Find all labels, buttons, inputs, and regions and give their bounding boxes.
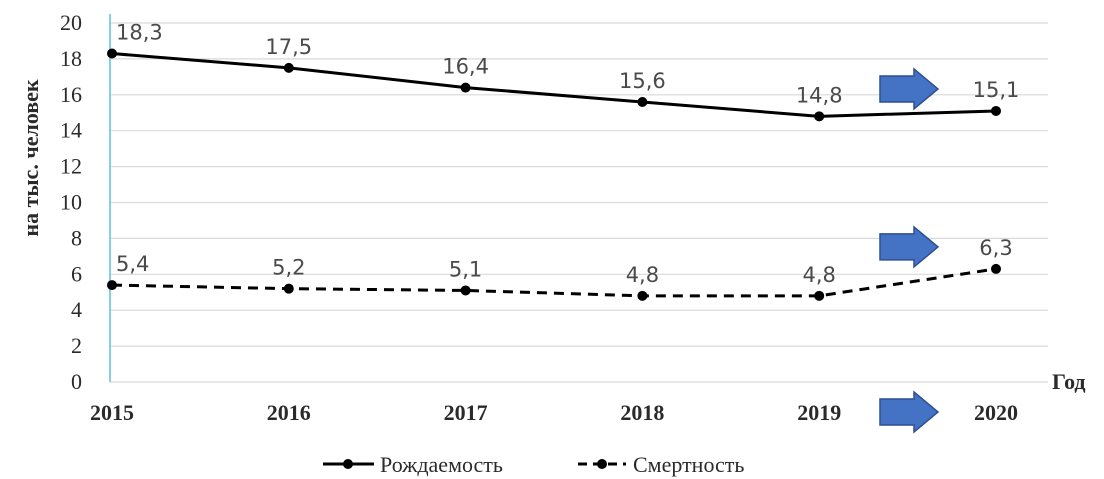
- data-point: [460, 285, 471, 296]
- y-tick-label: 20: [60, 10, 82, 35]
- data-point: [991, 263, 1001, 274]
- x-tick-label: 2020: [974, 400, 1018, 425]
- data-label: 4,8: [802, 263, 835, 287]
- data-label: 15,1: [973, 78, 1020, 102]
- data-point: [814, 111, 825, 122]
- y-tick-label: 2: [71, 333, 82, 358]
- annotation-arrow-icon: [879, 225, 940, 269]
- data-point: [637, 96, 648, 107]
- data-label: 18,3: [116, 21, 163, 45]
- data-point: [460, 82, 471, 93]
- x-tick-label: 2016: [267, 400, 311, 425]
- data-label: 5,4: [116, 252, 149, 276]
- legend-item-death-rate: Смертность: [578, 452, 744, 477]
- data-point: [283, 62, 294, 73]
- series-line-0: [111, 52, 997, 118]
- annotation-arrow-icon: [879, 390, 940, 434]
- series-lines: [107, 48, 1001, 301]
- data-point: [107, 48, 117, 59]
- y-tick-labels: 0 2 4 6 8 10 12 14 16 18 20: [60, 10, 82, 394]
- x-tick-label: 2019: [797, 400, 841, 425]
- data-point: [283, 283, 294, 294]
- data-labels: 18,3 17,5 16,4 15,6 14,8 15,1 5,4 5,2 5,1 4,8 4,8 6…: [116, 21, 1019, 287]
- x-tick-labels: 2015 2016 2017 2018 2019 2020: [90, 400, 1018, 425]
- data-point: [991, 105, 1001, 116]
- data-label: 16,4: [442, 55, 489, 79]
- y-tick-label: 8: [71, 225, 82, 250]
- gridlines: [110, 22, 1048, 383]
- x-tick-label: 2015: [90, 400, 134, 425]
- data-label: 14,8: [796, 83, 843, 107]
- legend-label-birth-rate: Рождаемость: [380, 452, 503, 477]
- data-label: 15,6: [619, 69, 666, 93]
- data-label: 6,3: [979, 236, 1012, 260]
- y-tick-label: 4: [71, 297, 82, 322]
- data-label: 17,5: [265, 35, 312, 59]
- y-tick-label: 10: [60, 190, 82, 215]
- data-point: [814, 290, 825, 301]
- data-label: 5,1: [449, 257, 482, 281]
- data-point: [637, 290, 648, 301]
- series-line-1: [111, 267, 997, 298]
- y-tick-label: 0: [71, 369, 82, 394]
- data-label: 4,8: [626, 263, 659, 287]
- x-tick-label: 2017: [444, 400, 488, 425]
- legend-item-birth-rate: Рождаемость: [323, 452, 503, 477]
- y-axis-title: на тыс. человек: [18, 79, 43, 237]
- x-tick-label: 2018: [620, 400, 664, 425]
- legend: Рождаемость Смертность: [323, 452, 744, 477]
- legend-marker: [343, 459, 353, 469]
- y-tick-label: 16: [60, 82, 82, 107]
- x-axis-title: Год: [1052, 369, 1086, 394]
- y-tick-label: 18: [60, 46, 82, 71]
- legend-marker: [597, 459, 607, 469]
- annotation-arrow-icon: [879, 67, 940, 111]
- data-label: 5,2: [272, 256, 305, 280]
- y-tick-label: 6: [71, 261, 82, 286]
- y-tick-label: 12: [60, 154, 82, 179]
- legend-label-death-rate: Смертность: [633, 452, 744, 477]
- data-point: [107, 280, 117, 291]
- annotation-arrows: [879, 67, 940, 434]
- y-tick-label: 14: [60, 118, 82, 143]
